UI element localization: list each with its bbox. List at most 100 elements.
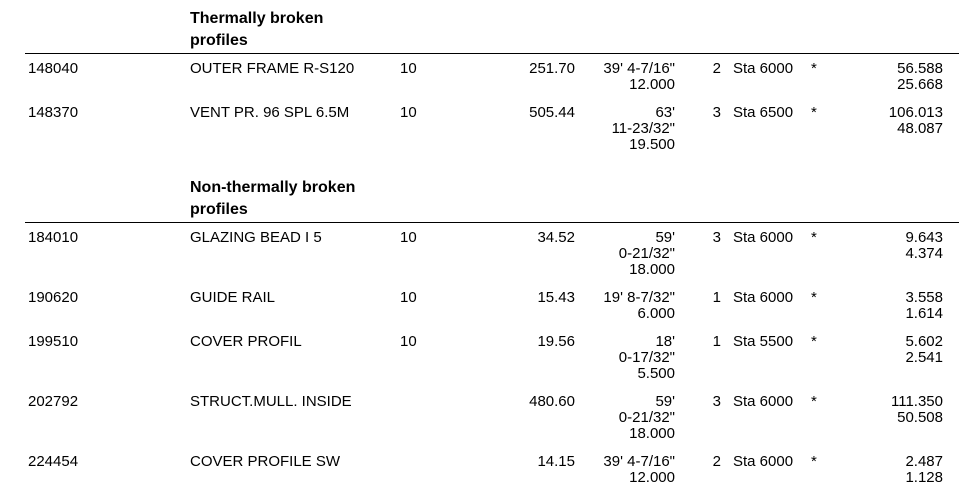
stock-length: Sta 6500 [733, 104, 794, 121]
flag-marker: * [811, 60, 817, 77]
dimension-line: 0-21/32" [618, 245, 675, 262]
weight: 5.602 2.541 [825, 334, 943, 366]
section-header: Non-thermally broken profiles [190, 179, 356, 218]
profile-description: GUIDE RAIL [190, 289, 276, 306]
table-row: 148040 OUTER FRAME R-S120 10 251.70 39' … [0, 61, 959, 93]
weight-line: 1.128 [905, 469, 943, 486]
dimension-line: 39' 4-7/16" [603, 453, 675, 470]
weight: 2.487 1.128 [825, 454, 943, 486]
quantity: 10 [400, 289, 417, 306]
bar-count: 3 [712, 229, 721, 246]
weight: 9.643 4.374 [825, 230, 943, 262]
dimension-line: 18' [655, 333, 675, 350]
bar-count: 2 [712, 453, 721, 470]
bar-count: 3 [712, 393, 721, 410]
profile-description: COVER PROFILE SW [190, 453, 341, 470]
dimension-line: 18.000 [629, 261, 675, 278]
dimension-line: 19' 8-7/32" [603, 289, 675, 306]
dimension-line: 39' 4-7/16" [603, 60, 675, 77]
dimension-line: 59' [655, 393, 675, 410]
total-length: 15.43 [537, 289, 575, 306]
article-number: 190620 [28, 289, 79, 306]
weight-line: 5.602 [905, 333, 943, 350]
flag-marker: * [811, 104, 817, 121]
profile-description: COVER PROFIL [190, 333, 302, 350]
dimension-line: 12.000 [629, 76, 675, 93]
total-length: 19.56 [537, 333, 575, 350]
quantity: 10 [400, 60, 417, 77]
table-row: 184010 GLAZING BEAD I 5 10 34.52 59' 0-2… [0, 230, 959, 278]
flag-marker: * [811, 229, 817, 246]
section-header: Thermally broken profiles [190, 10, 324, 49]
dimension-line: 63' [655, 104, 675, 121]
article-number: 148040 [28, 60, 79, 77]
weight: 111.350 50.508 [825, 394, 943, 426]
table-row: 224454 COVER PROFILE SW 14.15 39' 4-7/16… [0, 454, 959, 486]
weight-line: 4.374 [905, 245, 943, 262]
weight-line: 25.668 [897, 76, 943, 93]
dimension-line: 18.000 [629, 425, 675, 442]
stock-length: Sta 6000 [733, 229, 794, 246]
stock-length: Sta 5500 [733, 333, 794, 350]
profile-description: GLAZING BEAD I 5 [190, 229, 322, 246]
table-row: 190620 GUIDE RAIL 10 15.43 19' 8-7/32" 6… [0, 290, 959, 322]
article-number: 199510 [28, 333, 79, 350]
weight-line: 56.588 [897, 60, 943, 77]
weight: 3.558 1.614 [825, 290, 943, 322]
dimension: 18' 0-17/32" 5.500 [575, 334, 675, 382]
stock-length: Sta 6000 [733, 60, 794, 77]
total-length: 480.60 [529, 393, 575, 410]
article-number: 148370 [28, 104, 79, 121]
profile-description: VENT PR. 96 SPL 6.5M [190, 104, 350, 121]
total-length: 505.44 [529, 104, 575, 121]
bar-count: 2 [712, 60, 721, 77]
bar-count: 1 [712, 333, 721, 350]
stock-length: Sta 6000 [733, 289, 794, 306]
article-number: 184010 [28, 229, 79, 246]
weight: 56.588 25.668 [825, 61, 943, 93]
dimension: 39' 4-7/16" 12.000 [575, 454, 675, 486]
dimension-line: 0-17/32" [618, 349, 675, 366]
weight-line: 111.350 [891, 393, 943, 410]
weight-line: 9.643 [905, 229, 943, 246]
total-length: 251.70 [529, 60, 575, 77]
weight-line: 50.508 [897, 409, 943, 426]
table-row: 202792 STRUCT.MULL. INSIDE 480.60 59' 0-… [0, 394, 959, 442]
weight-line: 3.558 [905, 289, 943, 306]
stock-length: Sta 6000 [733, 453, 794, 470]
quantity: 10 [400, 104, 417, 121]
dimension-line: 0-21/32" [618, 409, 675, 426]
total-length: 14.15 [537, 453, 575, 470]
flag-marker: * [811, 333, 817, 350]
profile-description: STRUCT.MULL. INSIDE [190, 393, 352, 410]
profile-group-non-thermally-broken: Non-thermally broken profiles 184010 GLA… [0, 177, 959, 491]
quantity: 10 [400, 333, 417, 350]
weight-line: 1.614 [905, 305, 943, 322]
dimension: 39' 4-7/16" 12.000 [575, 61, 675, 93]
bar-count: 3 [712, 104, 721, 121]
weight-line: 106.013 [888, 104, 943, 121]
section-divider-line [25, 222, 959, 223]
dimension-line: 59' [655, 229, 675, 246]
table-row: 199510 COVER PROFIL 10 19.56 18' 0-17/32… [0, 334, 959, 382]
article-number: 224454 [28, 453, 79, 470]
flag-marker: * [811, 289, 817, 306]
dimension-line: 11-23/32" [611, 120, 675, 137]
quantity: 10 [400, 229, 417, 246]
dimension: 19' 8-7/32" 6.000 [575, 290, 675, 322]
flag-marker: * [811, 453, 817, 470]
profile-description: OUTER FRAME R-S120 [190, 60, 355, 77]
table-row: 148370 VENT PR. 96 SPL 6.5M 10 505.44 63… [0, 105, 959, 153]
bar-count: 1 [712, 289, 721, 306]
dimension-line: 5.500 [637, 365, 675, 382]
article-number: 202792 [28, 393, 79, 410]
dimension: 59' 0-21/32" 18.000 [575, 230, 675, 278]
dimension-line: 6.000 [637, 305, 675, 322]
weight-line: 48.087 [897, 120, 943, 137]
profile-group-thermally-broken: Thermally broken profiles 148040 OUTER F… [0, 8, 959, 153]
dimension-line: 19.500 [629, 136, 675, 153]
dimension: 59' 0-21/32" 18.000 [575, 394, 675, 442]
weight: 106.013 48.087 [825, 105, 943, 137]
total-length: 34.52 [537, 229, 575, 246]
